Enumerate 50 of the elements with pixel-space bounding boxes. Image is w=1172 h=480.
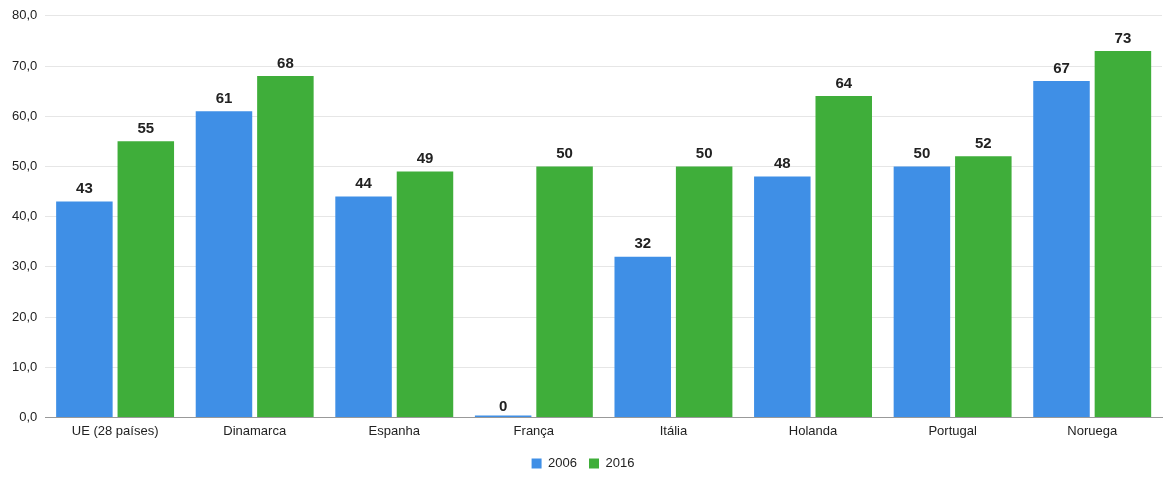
y-tick-label: 70,0 — [11, 57, 38, 73]
bar — [754, 176, 811, 417]
bar — [396, 171, 454, 417]
data-label: 55 — [137, 118, 155, 136]
data-label: 73 — [1114, 28, 1132, 46]
data-label: 49 — [416, 149, 434, 167]
y-tick-label: 10,0 — [11, 358, 38, 374]
y-tick-label: 40,0 — [11, 208, 38, 224]
y-tick-label: 80,0 — [11, 7, 38, 23]
bar — [56, 201, 113, 417]
data-label: 50 — [913, 144, 931, 162]
y-tick-label: 20,0 — [11, 308, 38, 324]
bar — [893, 166, 951, 417]
x-tick-label: Itália — [659, 422, 688, 438]
x-tick-label: França — [513, 422, 555, 438]
x-tick-label: Dinamarca — [223, 422, 287, 438]
data-label: 48 — [773, 154, 791, 172]
data-label: 64 — [835, 73, 853, 91]
bar — [335, 196, 392, 417]
legend-label: 2016 — [605, 455, 635, 471]
bar — [1033, 81, 1090, 417]
legend-label: 2006 — [548, 455, 577, 471]
data-label: 52 — [974, 134, 992, 151]
data-label: 44 — [355, 174, 373, 192]
y-tick-label: 60,0 — [11, 107, 38, 123]
x-tick-label: Espanha — [368, 422, 421, 438]
y-tick-label: 50,0 — [11, 157, 38, 173]
data-label: 43 — [76, 179, 93, 197]
bar — [675, 166, 733, 417]
bar — [815, 96, 872, 417]
bar — [955, 156, 1012, 417]
data-label: 50 — [695, 144, 713, 162]
data-label: 67 — [1053, 58, 1070, 76]
bar — [1094, 50, 1152, 417]
x-tick-label: Noruega — [1067, 422, 1118, 438]
bar — [257, 76, 314, 417]
y-tick-label: 0,0 — [19, 408, 38, 424]
data-label: 68 — [277, 53, 294, 71]
data-label: 0 — [498, 397, 508, 415]
bar — [536, 166, 593, 417]
y-tick-label: 30,0 — [11, 258, 38, 274]
x-tick-label: Holanda — [788, 422, 839, 438]
data-label: 50 — [556, 144, 573, 162]
x-tick-label: UE (28 países) — [71, 422, 159, 438]
x-tick-label: Portugal — [928, 422, 977, 438]
bar — [195, 111, 253, 417]
data-label: 61 — [215, 88, 233, 106]
data-label: 32 — [634, 234, 652, 252]
bar — [614, 256, 671, 417]
bar — [117, 141, 175, 417]
